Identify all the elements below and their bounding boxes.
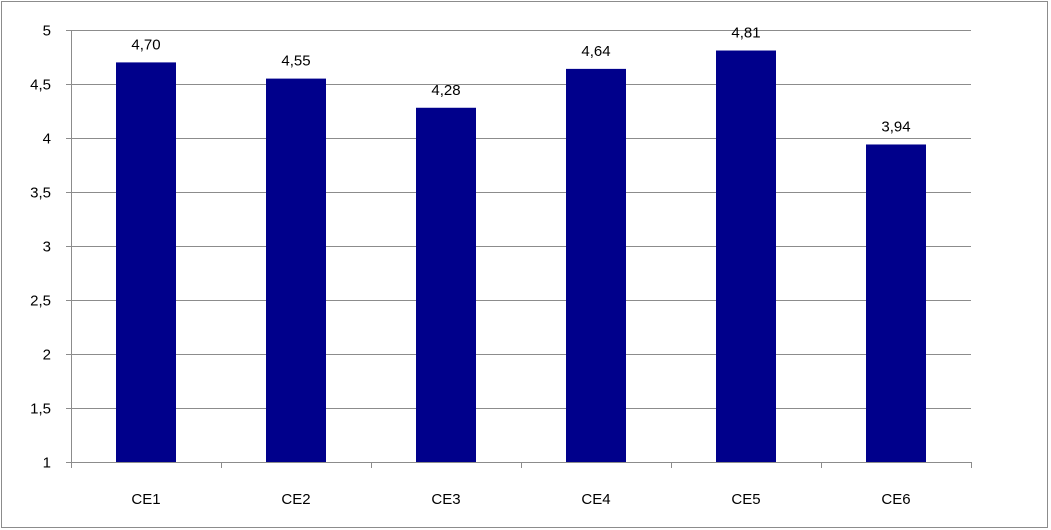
bar-ce4 <box>566 68 626 462</box>
bar-ce1 <box>116 62 176 463</box>
y-tick-label: 4,5 <box>30 77 51 94</box>
data-label: 4,70 <box>131 36 160 53</box>
labels: 11,522,533,544,554,70CE14,55CE24,28CE34,… <box>30 23 910 509</box>
bar-ce6 <box>866 144 926 463</box>
bar-ce3 <box>416 107 476 462</box>
axes <box>66 30 972 468</box>
x-tick-label: CE1 <box>131 491 160 508</box>
data-label: 4,81 <box>731 25 760 42</box>
x-tick-label: CE6 <box>881 491 910 508</box>
y-tick-label: 1,5 <box>30 401 51 418</box>
data-label: 3,94 <box>881 118 910 135</box>
x-tick-label: CE5 <box>731 491 760 508</box>
x-tick-label: CE2 <box>281 491 310 508</box>
data-label: 4,64 <box>581 43 610 60</box>
bars <box>116 50 926 463</box>
y-tick-label: 3 <box>43 239 51 256</box>
y-tick-label: 2 <box>43 347 51 364</box>
y-tick-label: 5 <box>43 23 51 40</box>
y-tick-label: 1 <box>43 455 51 472</box>
bar-ce2 <box>266 78 326 462</box>
x-tick-label: CE4 <box>581 491 610 508</box>
y-tick-label: 2,5 <box>30 293 51 310</box>
bar-ce5 <box>716 50 776 463</box>
gridlines <box>71 30 971 409</box>
y-tick-label: 4 <box>43 131 51 148</box>
data-label: 4,55 <box>281 53 310 70</box>
y-tick-label: 3,5 <box>30 185 51 202</box>
data-label: 4,28 <box>431 82 460 99</box>
x-tick-label: CE3 <box>431 491 460 508</box>
